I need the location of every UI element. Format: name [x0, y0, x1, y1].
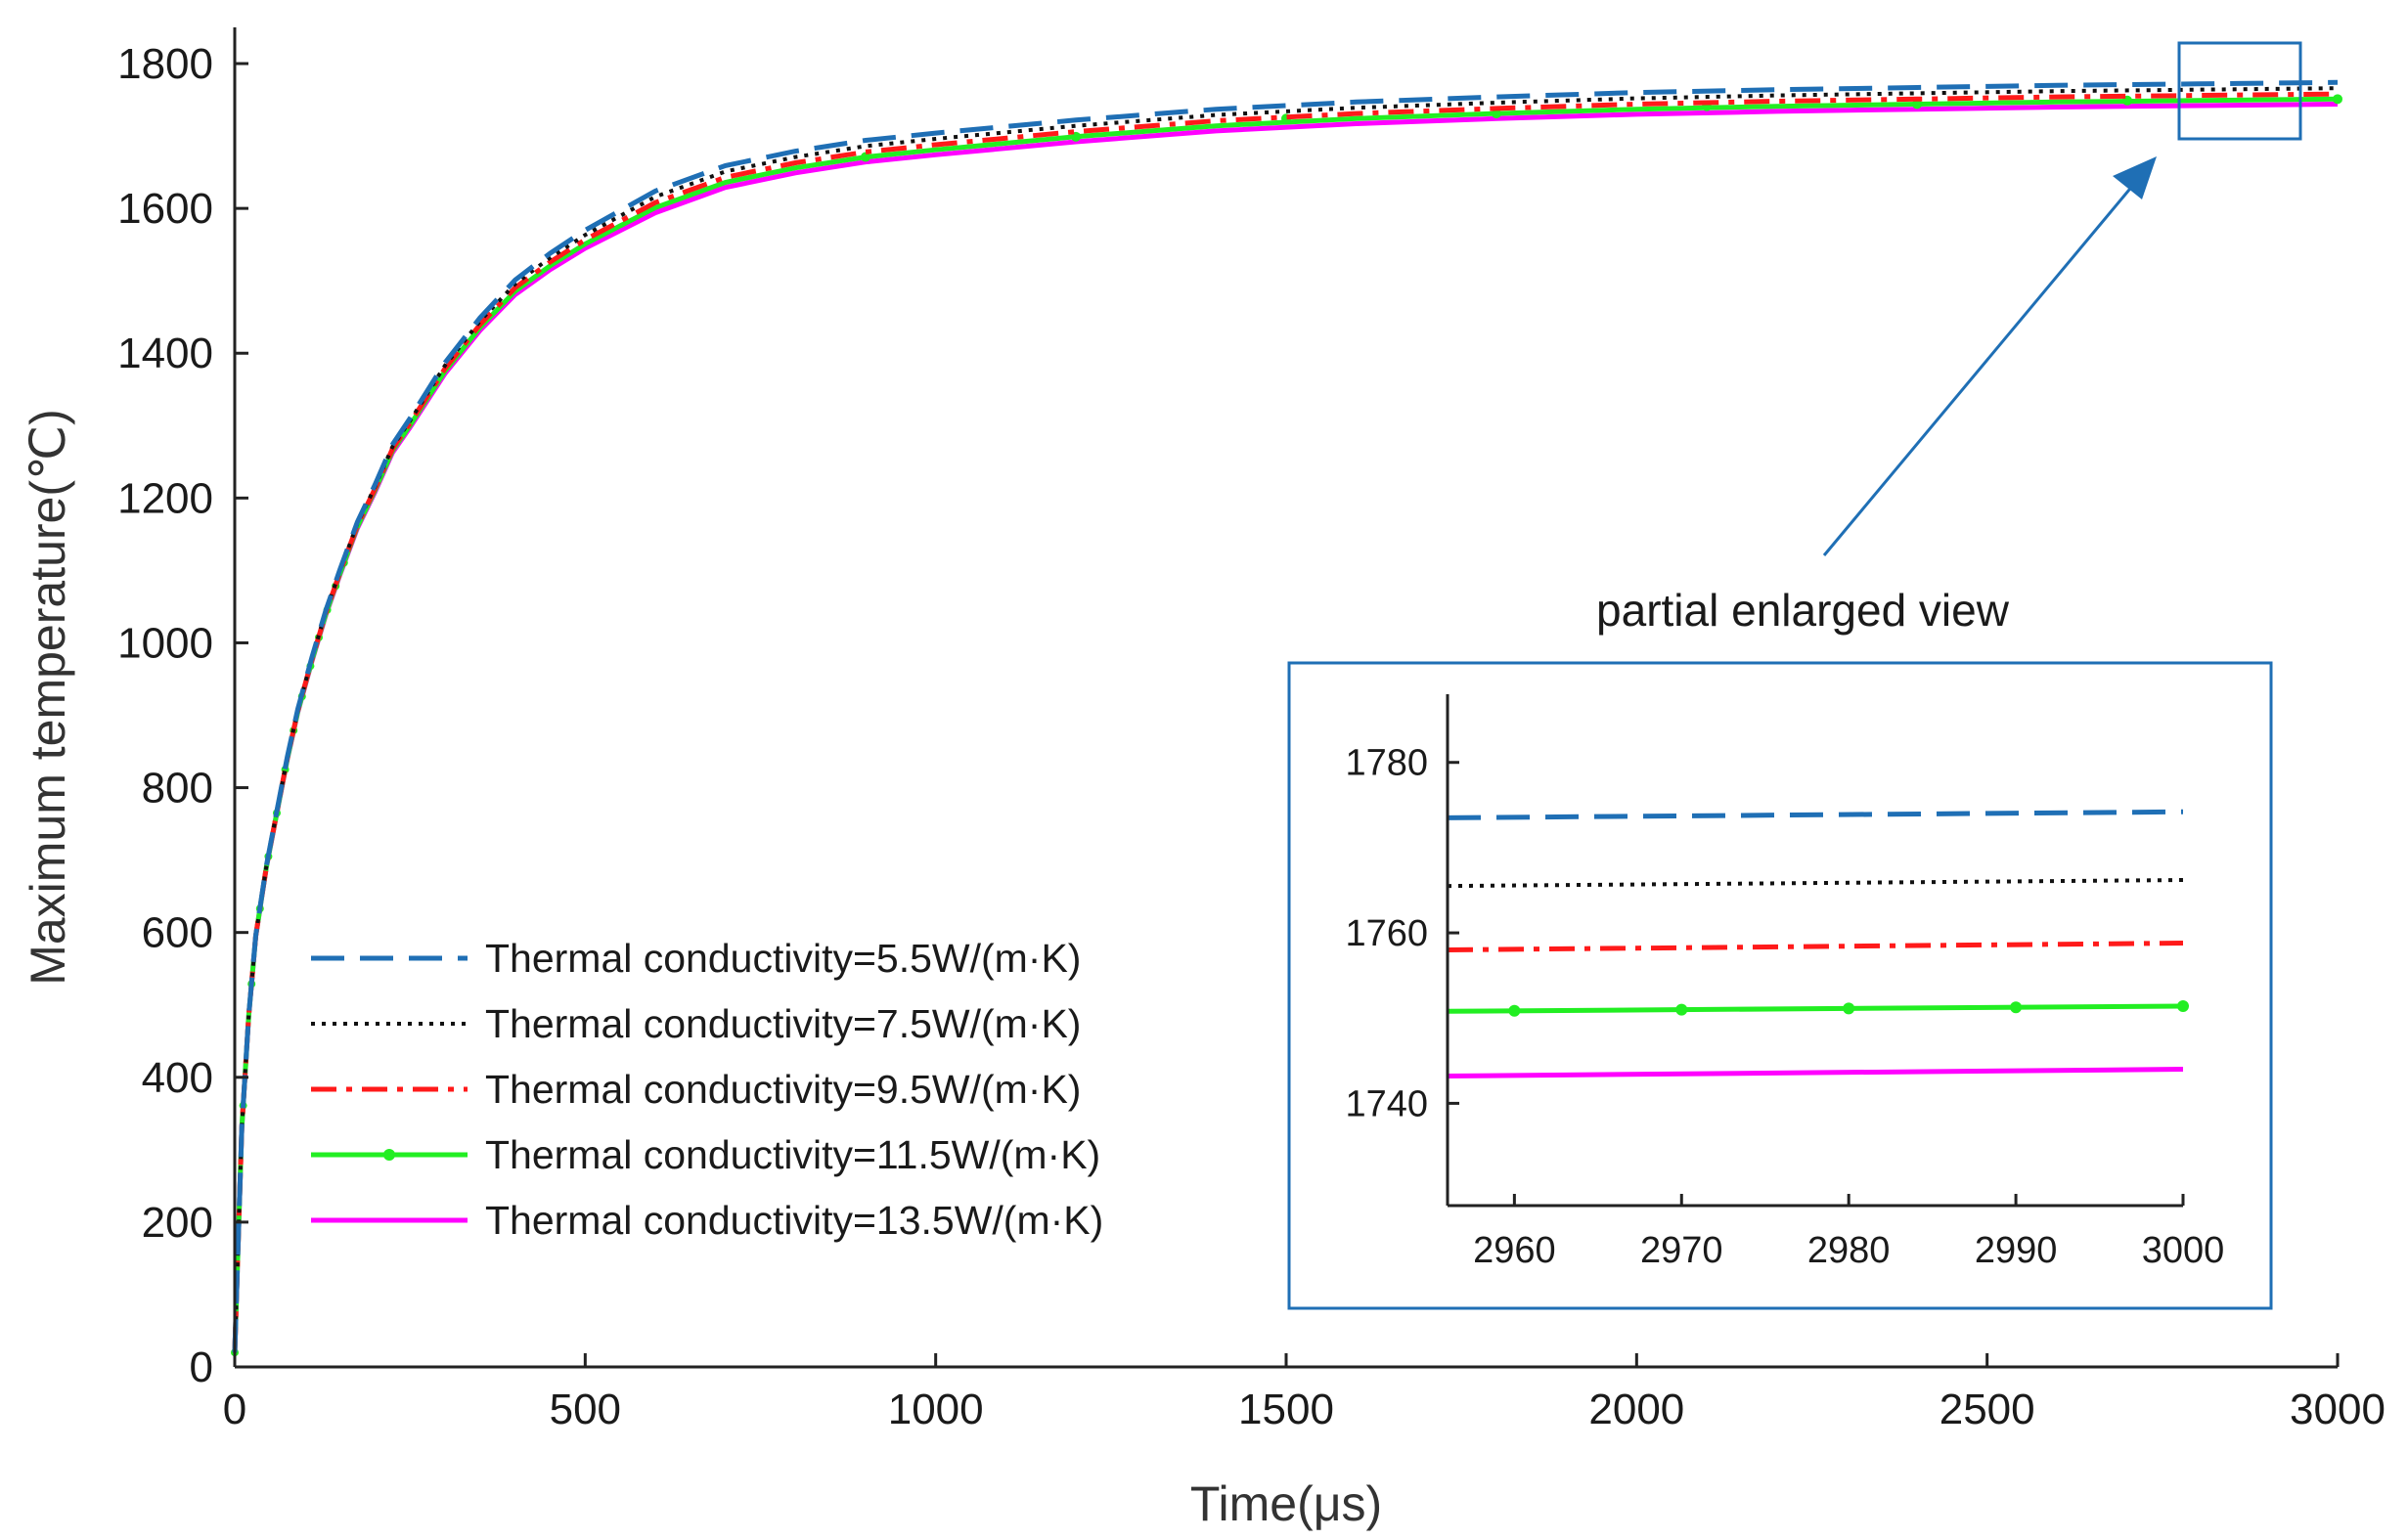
- y-tick-label: 0: [190, 1343, 213, 1391]
- inset-series-marker: [1508, 1004, 1521, 1017]
- inset-title: partial enlarged view: [1596, 585, 2010, 636]
- series-line-0: [232, 79, 2339, 1353]
- inset-frame: [1287, 661, 2273, 1310]
- y-tick-label: 1400: [117, 330, 213, 377]
- y-axis-title: Maximum temperature(℃): [21, 409, 75, 986]
- legend-label-0: Thermal conductivity=5.5W/(m·K): [485, 936, 1081, 981]
- y-tick-label: 800: [142, 765, 213, 813]
- main-ticks: 0 500 1000 1500 2000 2500 3000 0 200 400 600 800 100…: [117, 40, 2386, 1433]
- inset-ticks: 2960 2970 2980 2990 3000 1740 1760 1780: [1345, 743, 2224, 1271]
- x-tick-label: 2000: [1588, 1386, 1684, 1433]
- x-tick-label: 500: [550, 1386, 621, 1433]
- y-tick-label: 1200: [117, 474, 213, 522]
- inset-series-line-1: [1447, 878, 2184, 889]
- inset-series-line-3: [1447, 1003, 2184, 1014]
- zoom-arrow: [1822, 156, 2157, 556]
- legend-marker: [383, 1149, 395, 1161]
- y-tick-label: 1600: [117, 185, 213, 233]
- inset-x-tick-label: 2980: [1807, 1230, 1891, 1271]
- series-lines: [231, 79, 2342, 1357]
- series-line-1: [233, 86, 2339, 1353]
- inset-y-tick-label: 1740: [1345, 1083, 1428, 1124]
- inset-y-tick-label: 1780: [1345, 743, 1428, 784]
- legend-label-4: Thermal conductivity=13.5W/(m·K): [485, 1198, 1103, 1243]
- inset-series-line-4: [1447, 1067, 2184, 1079]
- inset-series-marker: [2177, 1000, 2189, 1013]
- inset-series-marker: [1675, 1003, 1688, 1016]
- inset-lines: [1447, 809, 2189, 1079]
- x-tick-label: 0: [223, 1386, 246, 1433]
- inset-x-tick-label: 2990: [1975, 1230, 2058, 1271]
- x-axis-title: Time(μs): [1190, 1476, 1382, 1531]
- x-tick-label: 1500: [1238, 1386, 1334, 1433]
- series-marker: [2333, 94, 2342, 105]
- y-tick-label: 200: [142, 1199, 213, 1247]
- x-tick-label: 2500: [1940, 1386, 2035, 1433]
- series-marker: [1912, 99, 1922, 110]
- legend-label-3: Thermal conductivity=11.5W/(m·K): [485, 1132, 1100, 1177]
- legend: Thermal conductivity=5.5W/(m·K) Thermal c…: [311, 936, 1103, 1243]
- y-tick-label: 600: [142, 909, 213, 957]
- legend-label-2: Thermal conductivity=9.5W/(m·K): [485, 1067, 1081, 1112]
- y-tick-label: 400: [142, 1054, 213, 1102]
- legend-label-1: Thermal conductivity=7.5W/(m·K): [485, 1001, 1081, 1046]
- series-marker: [1492, 109, 1501, 119]
- y-tick-label: 1800: [117, 40, 213, 88]
- inset-series-line-0: [1447, 809, 2184, 820]
- inset-x-tick-label: 2960: [1473, 1230, 1556, 1271]
- inset-series-marker: [1843, 1002, 1855, 1015]
- zoom-region-box: [2177, 41, 2302, 141]
- inset-x-tick-label: 2970: [1640, 1230, 1723, 1271]
- inset-x-tick-label: 3000: [2142, 1230, 2225, 1271]
- inset-series-marker: [2010, 1001, 2023, 1014]
- inset-series-line-2: [1447, 941, 2184, 952]
- x-tick-label: 1000: [888, 1386, 984, 1433]
- series-marker: [861, 152, 870, 162]
- y-tick-label: 1000: [117, 619, 213, 667]
- x-tick-label: 3000: [2290, 1386, 2386, 1433]
- inset-y-tick-label: 1760: [1345, 913, 1428, 954]
- series-line-2: [232, 91, 2339, 1353]
